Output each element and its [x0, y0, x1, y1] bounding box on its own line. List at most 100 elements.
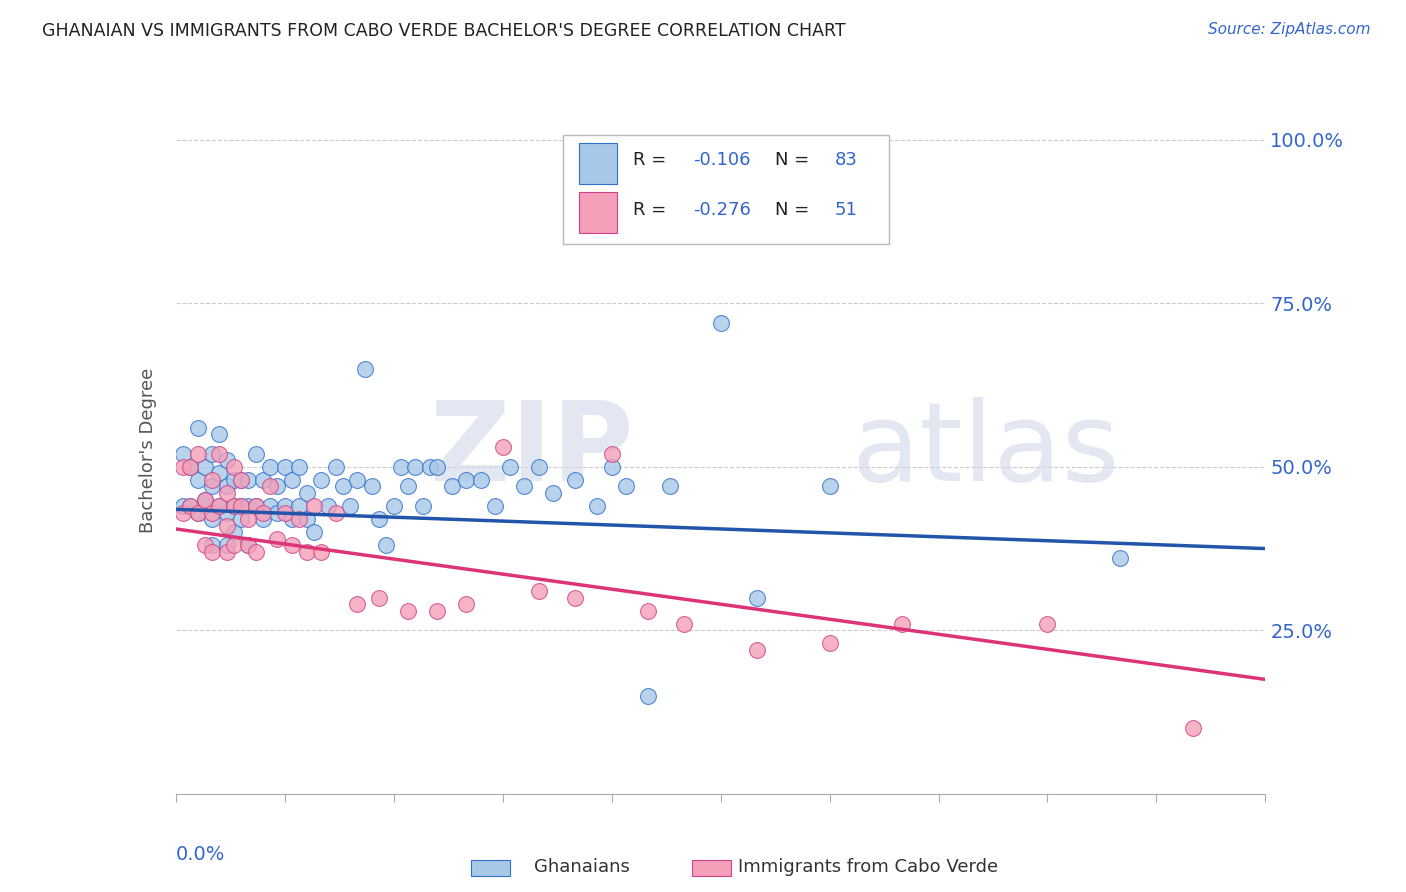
Point [172, 506, 194, 520]
Point [208, 427, 231, 442]
Point [295, 512, 318, 526]
Point [396, 604, 419, 618]
Point [600, 459, 623, 474]
Point [245, 447, 267, 461]
Text: R =: R = [633, 151, 672, 169]
Point [288, 512, 311, 526]
Point [245, 499, 267, 513]
Point [274, 506, 297, 520]
Point [231, 499, 253, 513]
Point [179, 499, 201, 513]
Point [360, 479, 382, 493]
Point [208, 499, 231, 513]
Text: -0.106: -0.106 [693, 151, 751, 169]
Point [688, 218, 710, 232]
Point [637, 689, 659, 703]
Point [266, 532, 288, 546]
Point [231, 473, 253, 487]
Point [201, 506, 224, 520]
Point [295, 486, 318, 500]
Point [179, 499, 201, 513]
Point [368, 591, 391, 605]
Point [259, 479, 281, 493]
Point [222, 473, 245, 487]
Point [600, 447, 623, 461]
Point [281, 538, 304, 552]
Point [412, 499, 434, 513]
Text: atlas: atlas [852, 397, 1119, 504]
Point [215, 545, 238, 559]
Point [1109, 551, 1132, 566]
Point [194, 459, 217, 474]
Point [222, 525, 245, 540]
Point [245, 545, 267, 559]
Point [238, 538, 260, 552]
Point [186, 447, 209, 461]
Point [274, 459, 297, 474]
Point [419, 459, 441, 474]
Point [470, 473, 492, 487]
Point [440, 479, 463, 493]
Point [325, 459, 347, 474]
Point [222, 459, 245, 474]
Point [186, 420, 209, 434]
Point [818, 479, 841, 493]
Point [637, 604, 659, 618]
Point [295, 545, 318, 559]
Point [564, 473, 586, 487]
Point [201, 545, 224, 559]
Point [382, 499, 405, 513]
Point [252, 473, 274, 487]
Point [396, 479, 419, 493]
Point [318, 499, 340, 513]
Point [426, 459, 449, 474]
Point [231, 512, 253, 526]
Point [375, 538, 398, 552]
Point [186, 473, 209, 487]
FancyBboxPatch shape [579, 192, 617, 234]
Point [543, 486, 565, 500]
Point [274, 499, 297, 513]
Point [208, 467, 231, 481]
Text: N =: N = [775, 151, 815, 169]
Point [1036, 616, 1059, 631]
Text: Source: ZipAtlas.com: Source: ZipAtlas.com [1208, 22, 1371, 37]
Point [288, 459, 311, 474]
Point [201, 512, 224, 526]
Point [222, 499, 245, 513]
Point [426, 604, 449, 618]
FancyBboxPatch shape [562, 135, 890, 244]
Point [309, 473, 332, 487]
Point [281, 512, 304, 526]
Point [325, 506, 347, 520]
Point [201, 479, 224, 493]
Point [1181, 722, 1204, 736]
Point [405, 459, 427, 474]
Point [208, 447, 231, 461]
Point [252, 512, 274, 526]
Point [222, 538, 245, 552]
Text: 0.0%: 0.0% [176, 846, 225, 864]
Point [456, 473, 478, 487]
Point [194, 499, 217, 513]
Point [186, 506, 209, 520]
Point [186, 506, 209, 520]
Point [208, 499, 231, 513]
Point [339, 499, 361, 513]
Point [353, 361, 375, 376]
Point [252, 506, 274, 520]
Point [194, 492, 217, 507]
Point [172, 459, 194, 474]
Point [818, 636, 841, 650]
Point [238, 473, 260, 487]
Text: GHANAIAN VS IMMIGRANTS FROM CABO VERDE BACHELOR'S DEGREE CORRELATION CHART: GHANAIAN VS IMMIGRANTS FROM CABO VERDE B… [42, 22, 846, 40]
Point [259, 459, 281, 474]
Point [346, 473, 368, 487]
Point [238, 499, 260, 513]
Point [215, 453, 238, 467]
Point [266, 506, 288, 520]
Point [710, 316, 733, 330]
FancyBboxPatch shape [579, 143, 617, 184]
Point [346, 597, 368, 611]
Point [281, 473, 304, 487]
